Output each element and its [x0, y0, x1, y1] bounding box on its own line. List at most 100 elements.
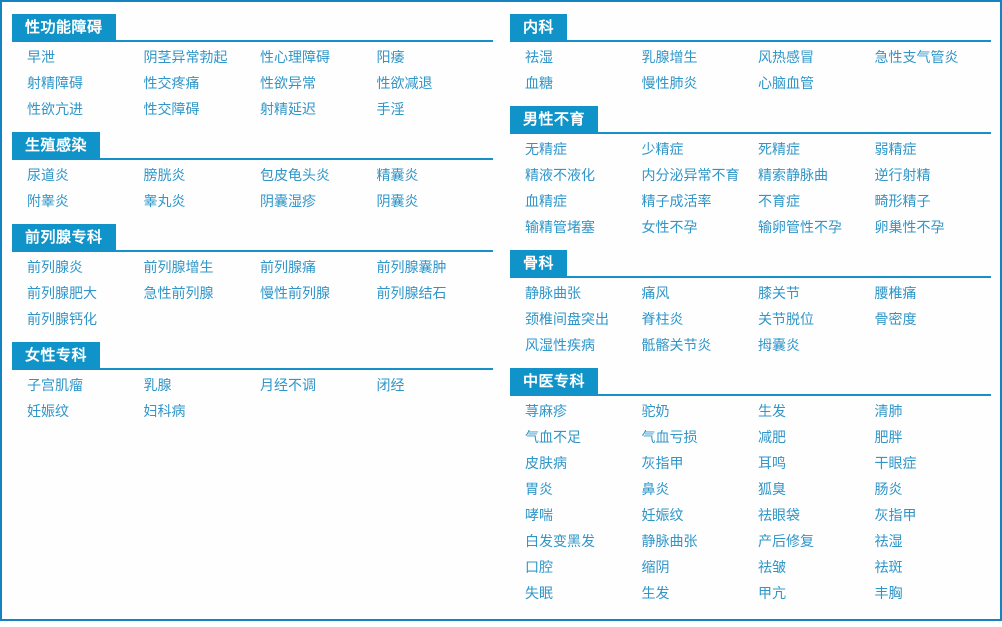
disease-link[interactable]: 失眠 [525, 586, 553, 602]
disease-link[interactable]: 妇科病 [143, 404, 186, 420]
disease-link[interactable]: 膝关节 [758, 286, 800, 302]
disease-link[interactable]: 前列腺痛 [260, 260, 316, 276]
disease-link[interactable]: 甲亢 [758, 586, 786, 602]
disease-link[interactable]: 输卵管性不孕 [758, 220, 842, 236]
disease-link[interactable]: 风湿性疾病 [525, 338, 595, 354]
disease-link[interactable]: 妊娠纹 [641, 508, 684, 524]
disease-link[interactable]: 颈椎间盘突出 [525, 312, 609, 328]
disease-link[interactable]: 皮肤病 [525, 456, 567, 472]
disease-link[interactable]: 不育症 [758, 194, 800, 210]
disease-link[interactable]: 肥胖 [874, 430, 903, 446]
disease-link[interactable]: 闭经 [376, 378, 405, 394]
section-title-tab[interactable]: 中医专科 [510, 368, 599, 394]
disease-link[interactable]: 性交疼痛 [143, 76, 200, 92]
disease-link[interactable]: 少精症 [641, 142, 684, 158]
disease-link[interactable]: 胃炎 [525, 482, 553, 498]
disease-link[interactable]: 内分泌异常不育 [641, 168, 740, 184]
disease-link[interactable]: 尿道炎 [27, 168, 69, 184]
disease-link[interactable]: 祛皱 [758, 560, 786, 576]
disease-link[interactable]: 干眼症 [874, 456, 917, 472]
disease-link[interactable]: 无精症 [525, 142, 567, 158]
disease-link[interactable]: 膀胱炎 [143, 168, 186, 184]
disease-link[interactable]: 包皮龟头炎 [260, 168, 330, 184]
section-title-tab[interactable]: 男性不育 [510, 106, 599, 132]
disease-link[interactable]: 生发 [641, 586, 670, 602]
disease-link[interactable]: 女性不孕 [641, 220, 698, 236]
section-title-tab[interactable]: 性功能障碍 [12, 14, 116, 40]
disease-link[interactable]: 精液不液化 [525, 168, 595, 184]
disease-link[interactable]: 风热感冒 [758, 50, 814, 66]
disease-link[interactable]: 清肺 [874, 404, 903, 420]
disease-link[interactable]: 耳鸣 [758, 456, 786, 472]
disease-link[interactable]: 输精管堵塞 [525, 220, 595, 236]
disease-link[interactable]: 阴茎异常勃起 [143, 50, 228, 66]
disease-link[interactable]: 静脉曲张 [525, 286, 581, 302]
disease-link[interactable]: 狐臭 [758, 482, 786, 498]
disease-link[interactable]: 祛湿 [874, 534, 903, 550]
disease-link[interactable]: 口腔 [525, 560, 553, 576]
disease-link[interactable]: 骨密度 [874, 312, 917, 328]
disease-link[interactable]: 前列腺结石 [376, 286, 447, 302]
disease-link[interactable]: 射精延迟 [260, 102, 316, 118]
disease-link[interactable]: 灰指甲 [874, 508, 917, 524]
disease-link[interactable]: 前列腺增生 [143, 260, 214, 276]
section-title-tab[interactable]: 内科 [510, 14, 568, 40]
disease-link[interactable]: 前列腺肥大 [27, 286, 97, 302]
disease-link[interactable]: 阴囊湿疹 [260, 194, 316, 210]
disease-link[interactable]: 祛斑 [874, 560, 903, 576]
disease-link[interactable]: 气血亏损 [641, 430, 698, 446]
disease-link[interactable]: 性欲亢进 [27, 102, 83, 118]
disease-link[interactable]: 精子成活率 [641, 194, 712, 210]
disease-link[interactable]: 阴囊炎 [376, 194, 419, 210]
disease-link[interactable]: 哮喘 [525, 508, 553, 524]
disease-link[interactable]: 骶髂关节炎 [641, 338, 712, 354]
disease-link[interactable]: 祛湿 [525, 50, 553, 66]
disease-link[interactable]: 静脉曲张 [641, 534, 698, 550]
disease-link[interactable]: 血糖 [525, 76, 553, 92]
disease-link[interactable]: 血精症 [525, 194, 567, 210]
disease-link[interactable]: 气血不足 [525, 430, 581, 446]
disease-link[interactable]: 心脑血管 [758, 76, 814, 92]
disease-link[interactable]: 慢性前列腺 [260, 286, 330, 302]
disease-link[interactable]: 灰指甲 [641, 456, 684, 472]
disease-link[interactable]: 关节脱位 [758, 312, 814, 328]
disease-link[interactable]: 祛眼袋 [758, 508, 800, 524]
disease-link[interactable]: 畸形精子 [874, 194, 931, 210]
disease-link[interactable]: 死精症 [758, 142, 800, 158]
section-title-tab[interactable]: 生殖感染 [12, 132, 101, 158]
disease-link[interactable]: 丰胸 [874, 586, 903, 602]
disease-link[interactable]: 减肥 [758, 430, 786, 446]
disease-link[interactable]: 荨麻疹 [525, 404, 567, 420]
disease-link[interactable]: 痛风 [641, 286, 670, 302]
disease-link[interactable]: 脊柱炎 [641, 312, 684, 328]
disease-link[interactable]: 肠炎 [874, 482, 903, 498]
disease-link[interactable]: 睾丸炎 [143, 194, 186, 210]
disease-link[interactable]: 产后修复 [758, 534, 814, 550]
disease-link[interactable]: 弱精症 [874, 142, 917, 158]
disease-link[interactable]: 阳痿 [376, 50, 405, 66]
disease-link[interactable]: 卵巢性不孕 [874, 220, 945, 236]
disease-link[interactable]: 精囊炎 [376, 168, 419, 184]
disease-link[interactable]: 逆行射精 [874, 168, 931, 184]
disease-link[interactable]: 附睾炎 [27, 194, 69, 210]
disease-link[interactable]: 慢性肺炎 [641, 76, 698, 92]
disease-link[interactable]: 射精障碍 [27, 76, 83, 92]
disease-link[interactable]: 拇囊炎 [758, 338, 800, 354]
disease-link[interactable]: 乳腺 [143, 378, 172, 394]
section-title-tab[interactable]: 女性专科 [12, 342, 101, 368]
disease-link[interactable]: 白发变黑发 [525, 534, 595, 550]
disease-link[interactable]: 腰椎痛 [874, 286, 917, 302]
section-title-tab[interactable]: 前列腺专科 [12, 224, 116, 250]
disease-link[interactable]: 生发 [758, 404, 786, 420]
disease-link[interactable]: 性欲异常 [260, 76, 316, 92]
section-title-tab[interactable]: 骨科 [510, 250, 568, 276]
disease-link[interactable]: 缩阴 [641, 560, 670, 576]
disease-link[interactable]: 乳腺增生 [641, 50, 698, 66]
disease-link[interactable]: 妊娠纹 [27, 404, 69, 420]
disease-link[interactable]: 月经不调 [260, 378, 316, 394]
disease-link[interactable]: 急性前列腺 [143, 286, 214, 302]
disease-link[interactable]: 精索静脉曲 [758, 168, 828, 184]
disease-link[interactable]: 前列腺钙化 [27, 312, 97, 328]
disease-link[interactable]: 前列腺炎 [27, 260, 83, 276]
disease-link[interactable]: 性心理障碍 [260, 50, 330, 66]
